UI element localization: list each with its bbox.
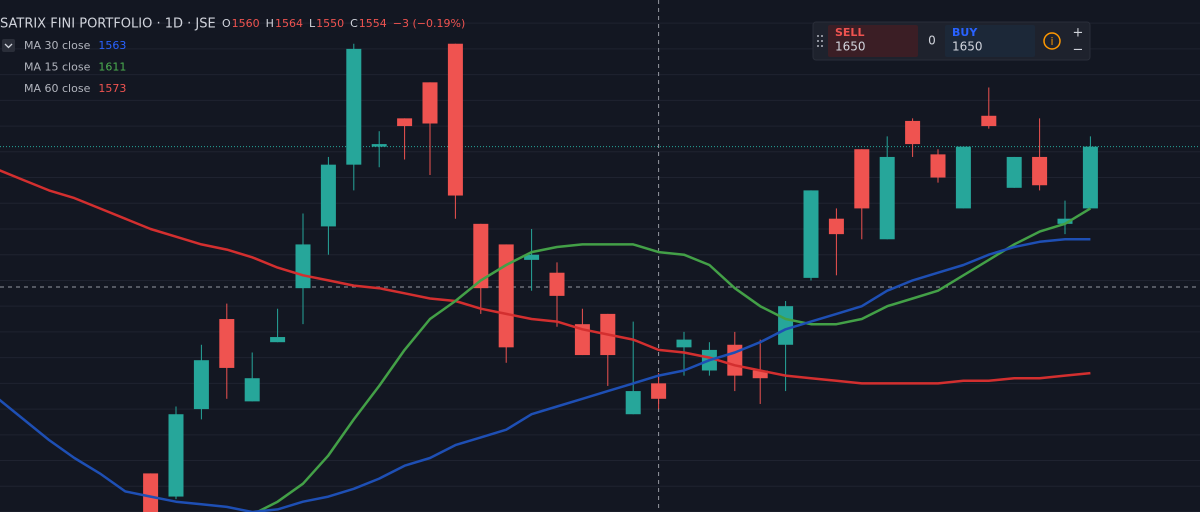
candle-body	[143, 473, 159, 512]
order-panel: SELL 1650 0 BUY 1650 i + −	[812, 21, 1091, 61]
candle-body	[397, 118, 413, 127]
candle-body	[828, 218, 844, 235]
candle-body	[651, 383, 667, 399]
candle-body	[320, 164, 336, 227]
drag-handle[interactable]	[817, 35, 823, 47]
candle-body	[346, 48, 362, 165]
candle-body	[447, 43, 463, 196]
ma-line	[0, 238, 1091, 512]
candle-body	[498, 244, 514, 348]
candle-body	[574, 324, 590, 356]
candle-body	[524, 254, 540, 260]
candle-body	[1006, 156, 1022, 188]
legend-entry: MA 60 close	[24, 82, 91, 95]
legend-value: 1573	[98, 82, 126, 95]
candle-body	[625, 391, 641, 415]
ma-line	[0, 169, 1091, 385]
indicators	[0, 169, 1092, 512]
minus-icon: −	[1073, 43, 1084, 58]
ohlc-value: 1564	[275, 17, 303, 30]
candle-body	[168, 414, 184, 497]
candle-body	[244, 378, 260, 402]
candle-body	[1057, 218, 1073, 224]
info-button[interactable]	[1043, 32, 1061, 50]
candle-body	[803, 190, 819, 278]
plus-button[interactable]	[1070, 25, 1086, 40]
collapse-button[interactable]	[2, 39, 15, 52]
candle-body	[778, 306, 794, 345]
plot	[143, 43, 1098, 512]
candle-body	[1032, 156, 1048, 186]
collapse-icon	[4, 43, 13, 49]
candle-body	[473, 223, 489, 289]
candle-body	[905, 120, 921, 145]
ohlc-label: C	[350, 17, 358, 30]
legend-value: 1611	[98, 61, 126, 74]
minus-button[interactable]	[1070, 42, 1086, 57]
candle-body	[549, 272, 565, 296]
ohlc-value: 1560	[232, 17, 260, 30]
legend: MA 30 close 1563 MA 15 close 1611 MA 60 clos…	[24, 39, 126, 95]
ohlc-readout: O 1560 H 1564 L 1550 C 1554 −3 (−0.19%)	[222, 17, 465, 30]
candle-body	[422, 82, 438, 124]
buy-button[interactable]	[945, 25, 1035, 57]
candle-body	[193, 360, 209, 410]
candle-body	[955, 146, 971, 209]
spread: 0	[928, 34, 936, 48]
info-icon: i	[1050, 35, 1053, 48]
ohlc-label: O	[222, 17, 231, 30]
sell-label: SELL	[835, 26, 864, 39]
plus-icon: +	[1073, 26, 1084, 41]
buy-label: BUY	[952, 26, 978, 39]
ohlc-label: H	[266, 17, 274, 30]
candle-body	[854, 149, 870, 209]
ma-line	[254, 207, 1092, 512]
candle-body	[371, 144, 387, 147]
candle-body	[930, 154, 946, 178]
candle-body	[295, 244, 311, 289]
buy-price: 1650	[952, 40, 983, 54]
ohlc-label: L	[309, 17, 316, 30]
candle-body	[219, 319, 235, 368]
ohlc-value: 1550	[316, 17, 344, 30]
overlay: SATRIX FINI PORTFOLIO · 1D · JSE O 1560 H 1…	[0, 17, 1091, 95]
ohlc-value: 1554	[359, 17, 387, 30]
sell-price: 1650	[835, 40, 866, 54]
legend-entry: MA 15 close	[24, 61, 91, 74]
candle-body	[676, 339, 692, 348]
candle-body	[270, 337, 286, 343]
candle-body	[752, 370, 768, 379]
sell-button[interactable]	[828, 25, 918, 57]
candle-body	[879, 156, 895, 240]
chart-title: SATRIX FINI PORTFOLIO · 1D · JSE	[0, 17, 216, 32]
legend-entry: MA 30 close	[24, 39, 91, 52]
change: −3 (−0.19%)	[393, 17, 465, 30]
legend-value: 1563	[98, 39, 126, 52]
candle-body	[981, 115, 997, 127]
candle-body	[1082, 146, 1098, 209]
